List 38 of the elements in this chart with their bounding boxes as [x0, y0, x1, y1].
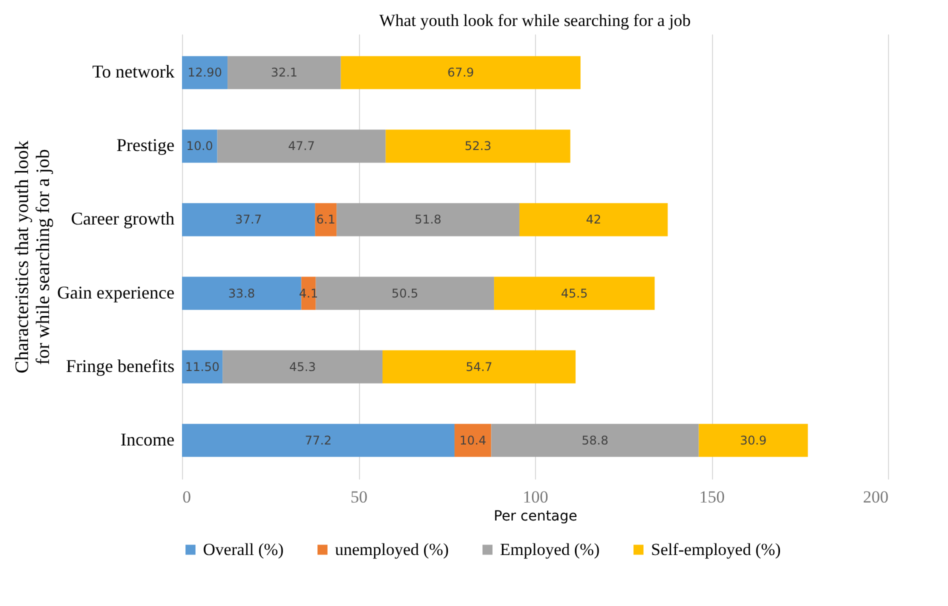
data-label: 47.7: [288, 139, 315, 154]
data-label: 50.5: [392, 286, 418, 300]
data-label: 10.4: [460, 433, 486, 448]
y-tick-label: Career growth: [71, 208, 174, 229]
x-tick-label: 50: [350, 488, 368, 506]
legend-label: Employed (%): [500, 540, 600, 559]
data-label: 45.5: [561, 286, 588, 300]
x-tick-label: 0: [182, 488, 191, 506]
y-axis-title: Characteristics that youth look for while searching for a job: [12, 140, 54, 374]
data-label: 11.50: [185, 360, 220, 374]
y-tick-label: Prestige: [116, 135, 174, 156]
data-label: 45.3: [289, 360, 316, 374]
y-tick-label: Fringe benefits: [66, 356, 174, 376]
data-label: 52.3: [464, 139, 492, 154]
x-tick-label: 150: [699, 488, 725, 506]
y-tick-label: To network: [92, 62, 174, 82]
data-label: 10.0: [186, 139, 214, 154]
legend-label: Overall (%): [203, 540, 284, 559]
chart-title: What youth look for while searching for a job: [379, 11, 691, 30]
data-label: 6.1: [316, 212, 336, 227]
data-label: 33.8: [228, 286, 256, 300]
data-label: 30.9: [740, 433, 767, 448]
data-label: 32.1: [270, 66, 298, 80]
legend-label: Self-employed (%): [651, 540, 781, 559]
data-label: 37.7: [235, 212, 262, 227]
data-label: 67.9: [447, 66, 474, 80]
legend-label: unemployed (%): [335, 540, 449, 559]
data-label: 54.7: [466, 360, 492, 374]
data-label: 12.90: [188, 66, 222, 80]
data-label: 58.8: [582, 433, 608, 448]
data-label: 42: [586, 212, 602, 227]
x-tick-label: 200: [863, 488, 888, 506]
x-axis-title: Per centage: [494, 508, 578, 524]
data-label: 51.8: [414, 212, 442, 227]
x-tick-label: 100: [522, 488, 548, 506]
data-label: 77.2: [304, 433, 332, 448]
y-tick-label: Gain experience: [57, 282, 175, 302]
y-tick-label: Income: [120, 429, 174, 450]
